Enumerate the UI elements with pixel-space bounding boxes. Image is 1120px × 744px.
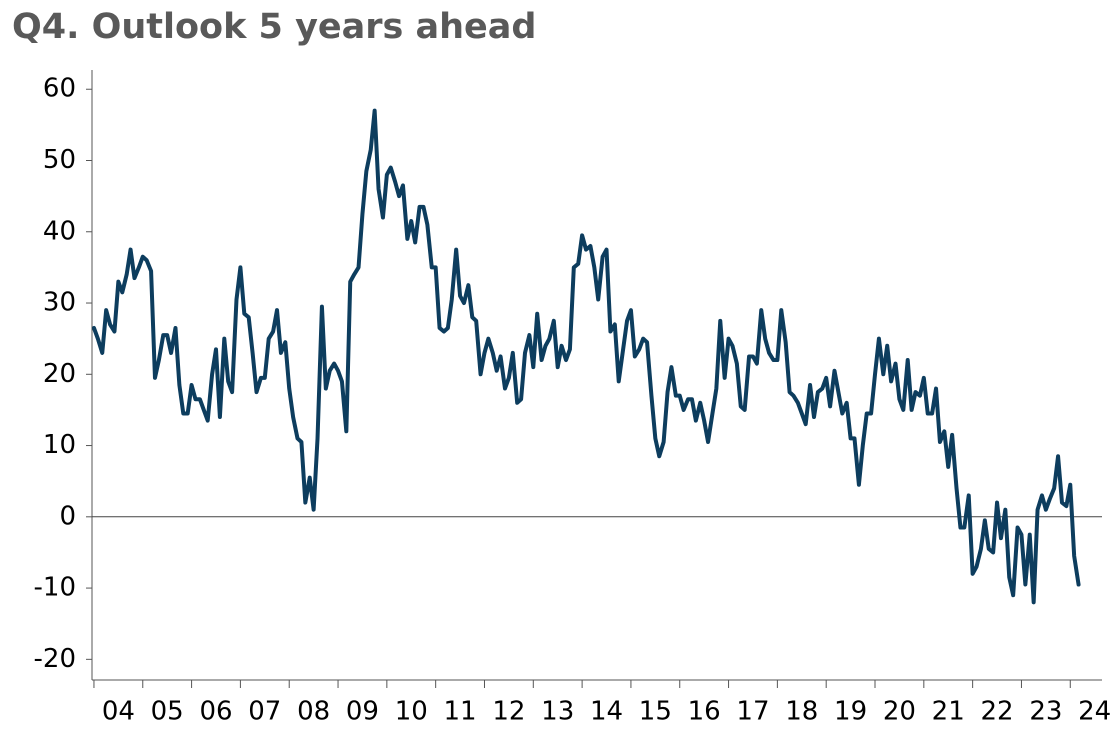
x-tick-label: 12 [492,697,525,727]
x-tick-label: 18 [785,697,818,727]
y-tick-label: 50 [43,145,76,175]
series-line [91,108,1081,605]
y-tick-label: 0 [59,501,76,531]
x-tick-label: 16 [688,697,721,727]
x-tick-label: 10 [395,697,428,727]
x-tick-label: 21 [932,697,965,727]
x-tick-label: 07 [248,697,281,727]
x-tick-label: 06 [199,697,232,727]
y-tick-label: -20 [34,644,76,674]
x-tick-label: 11 [444,697,477,727]
x-tick-label: 13 [541,697,574,727]
y-tick-label: 60 [43,74,76,104]
chart-title: Q4. Outlook 5 years ahead [12,7,536,47]
x-tick-label: 22 [980,697,1013,727]
y-tick-label: 30 [43,288,76,318]
x-tick-label: 08 [297,697,330,727]
y-tick-label: 20 [43,359,76,389]
x-tick-label: 20 [883,697,916,727]
x-tick-label: 24 [1078,697,1111,727]
y-tick-label: -10 [34,573,76,603]
y-tick-label: 10 [43,430,76,460]
x-tick-label: 09 [346,697,379,727]
x-tick-label: 04 [102,697,135,727]
x-tick-label: 19 [834,697,867,727]
y-tick-label: 40 [43,216,76,246]
x-tick-label: 15 [639,697,672,727]
x-tick-label: 17 [736,697,769,727]
x-tick-label: 23 [1029,697,1062,727]
x-tick-label: 14 [590,697,623,727]
x-tick-label: 05 [151,697,184,727]
